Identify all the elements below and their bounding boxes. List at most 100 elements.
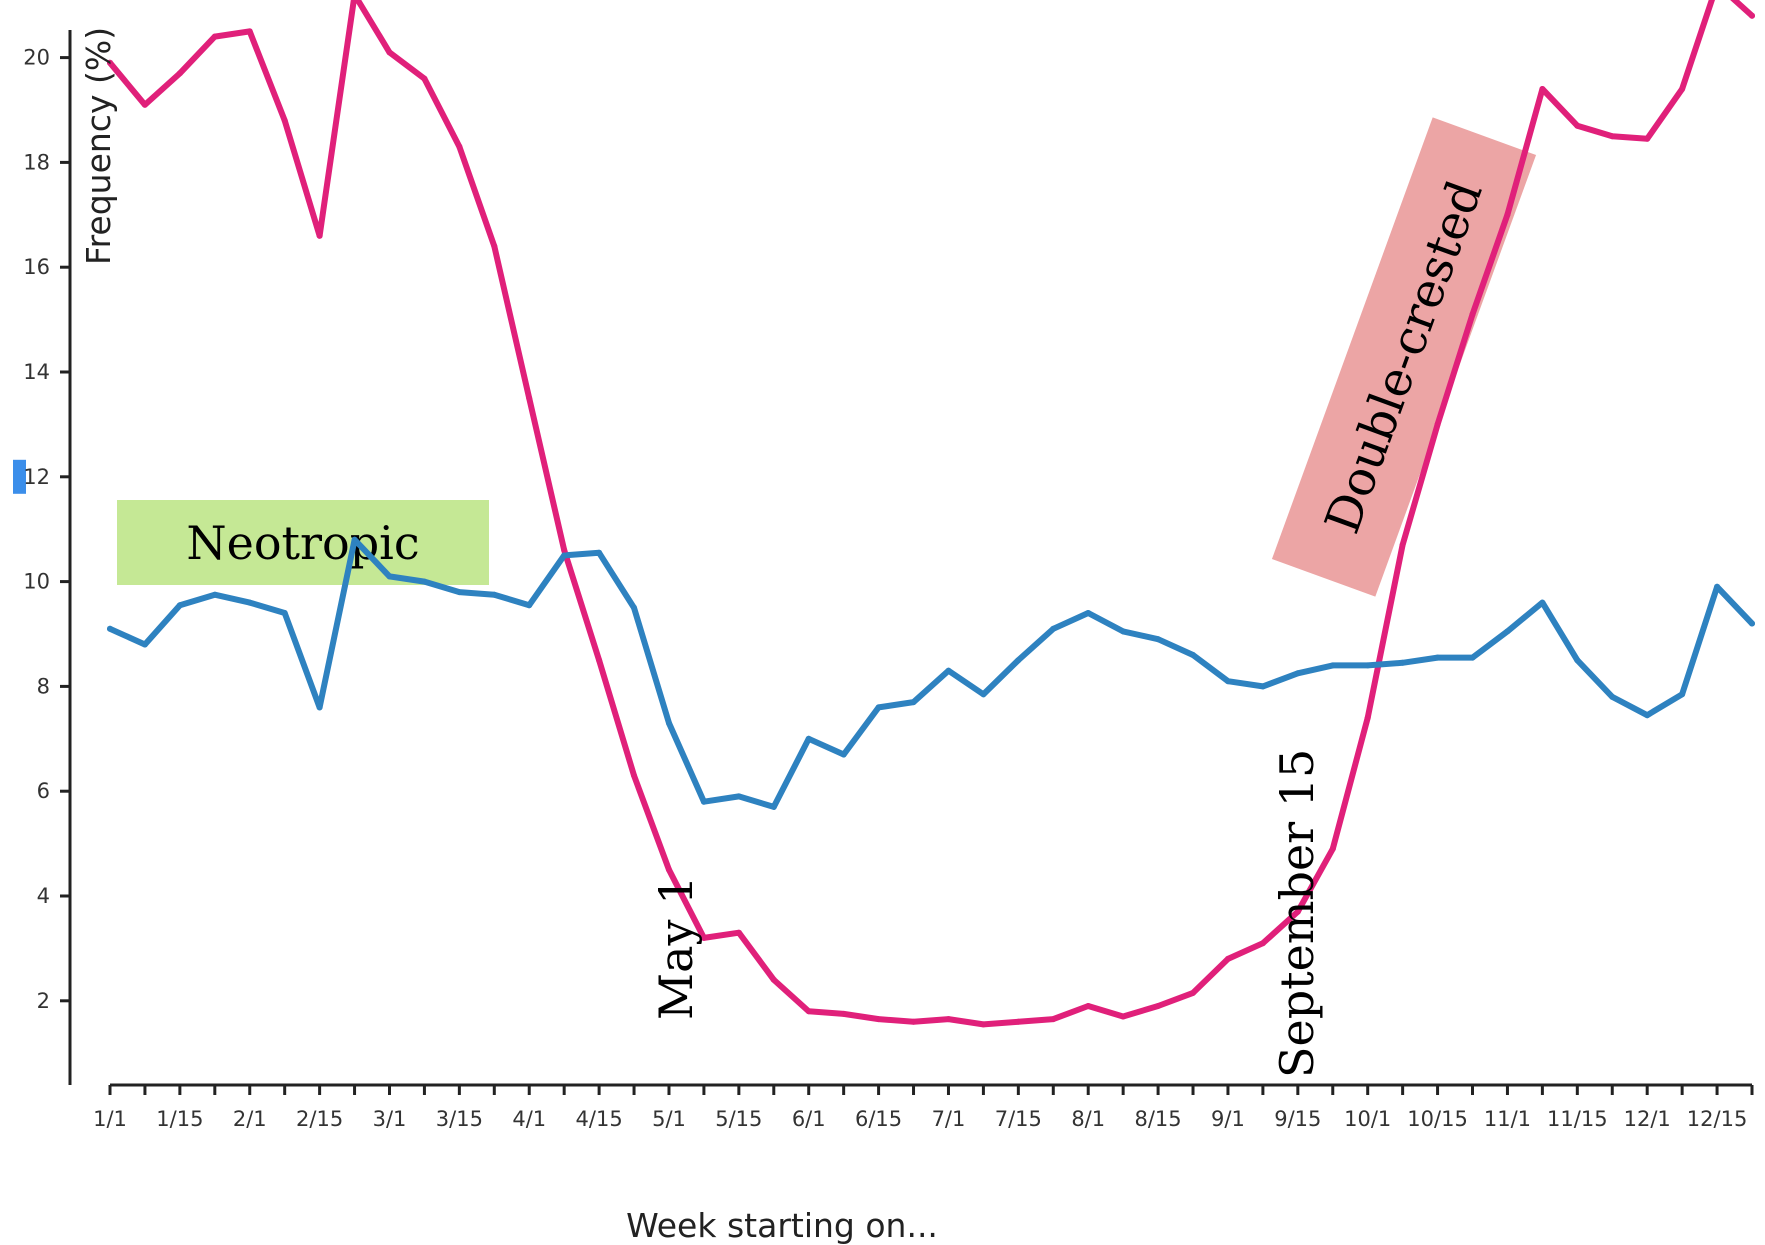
x-tick-label: 7/15 [995,1107,1042,1131]
data-point [491,591,498,598]
x-tick-label: 6/1 [792,1107,826,1131]
y-tick-label: 4 [37,884,50,908]
data-point [840,1010,847,1017]
data-point [1294,908,1301,915]
data-point [386,49,393,56]
data-point [1225,955,1231,962]
x-tick-label: 9/1 [1211,1107,1245,1131]
data-point [1574,122,1581,129]
neotropic-label: Neotropic [186,516,419,570]
data-point [596,657,603,664]
data-point [211,591,218,598]
x-tick-label: 5/1 [652,1107,686,1131]
data-point [246,599,253,606]
data-point [631,604,637,611]
data-point [910,1018,917,1025]
x-axis-title: Week starting on... [626,1206,938,1245]
data-point [1469,654,1476,661]
y-tick-label: 10 [23,570,50,594]
data-point [1469,311,1476,318]
data-point [666,866,672,873]
data-point [1050,1016,1057,1023]
data-point [840,751,847,758]
data-point [1644,712,1651,719]
data-point [666,720,672,727]
data-point [1679,691,1686,698]
data-point [910,699,917,706]
data-point [980,1021,987,1028]
data-point [141,101,148,108]
x-tick-label: 9/15 [1274,1107,1321,1131]
data-point [1539,599,1546,606]
x-tick-label: 3/1 [373,1107,407,1131]
x-tick-label: 5/15 [715,1107,762,1131]
data-point [176,70,183,77]
data-point [1294,670,1301,677]
data-point [456,589,463,596]
x-tick-label: 6/15 [855,1107,902,1131]
x-tick-label: 8/1 [1071,1107,1105,1131]
data-point [875,1016,882,1023]
data-point [1364,714,1371,721]
data-point [1085,610,1092,616]
y-tick-highlight [13,459,26,494]
x-tick-label: 11/1 [1484,1107,1531,1131]
data-point [316,232,323,239]
may-1-annotation: May 1 [649,876,703,1020]
data-point [770,976,777,983]
y-tick-label: 20 [23,46,50,70]
y-tick-label: 12 [23,465,50,489]
data-point [700,934,707,941]
x-tick-label: 10/1 [1344,1107,1391,1131]
data-point [735,929,742,936]
y-tick-label: 2 [37,989,50,1013]
x-ticks: 1/1 1/15 2/1 2/15 3/1 3/15 4/1 4/15 5/1 5/15 6/1 6/… [93,1085,1754,1131]
x-tick-label: 12/1 [1624,1107,1671,1131]
data-point [1504,211,1511,218]
data-point [1120,628,1127,635]
data-point [456,143,463,150]
data-point [526,395,533,402]
series-line-double-crested [107,0,1755,1028]
data-point [316,704,323,711]
data-point [735,793,742,800]
y-axis-title: Frequency (%) [79,27,118,265]
data-point [1085,1003,1092,1009]
x-tick-label: 4/1 [512,1107,546,1131]
data-point [1714,583,1721,590]
data-point [1259,683,1266,690]
data-point [1574,657,1581,664]
data-point [1364,662,1371,669]
data-point [631,772,637,779]
data-point [491,243,498,250]
double-crested-label-box [1271,117,1537,597]
data-point [1155,636,1162,643]
september-15-annotation: September 15 [1270,749,1324,1078]
data-point [1399,659,1406,666]
data-point [805,735,812,742]
data-point [945,1016,952,1023]
data-point [1504,628,1511,635]
neotropic-label-box [117,500,489,585]
data-point [421,75,428,82]
series-line-neotropic [107,536,1755,810]
x-tick-label: 4/15 [576,1107,623,1131]
data-point [596,549,603,556]
x-tick-label: 12/15 [1687,1107,1748,1131]
axes [68,30,1752,1087]
data-point [1329,662,1336,669]
data-point [561,552,568,559]
data-point [1190,652,1196,658]
data-point [281,117,288,124]
data-point [351,536,358,543]
x-tick-label: 7/1 [932,1107,966,1131]
data-point [875,704,882,711]
data-point [1015,1018,1022,1025]
y-tick-label: 14 [23,360,50,384]
data-point [1015,657,1022,664]
data-point [1679,86,1686,92]
data-point [1050,625,1057,632]
data-point [1609,133,1616,140]
data-point [281,610,288,616]
